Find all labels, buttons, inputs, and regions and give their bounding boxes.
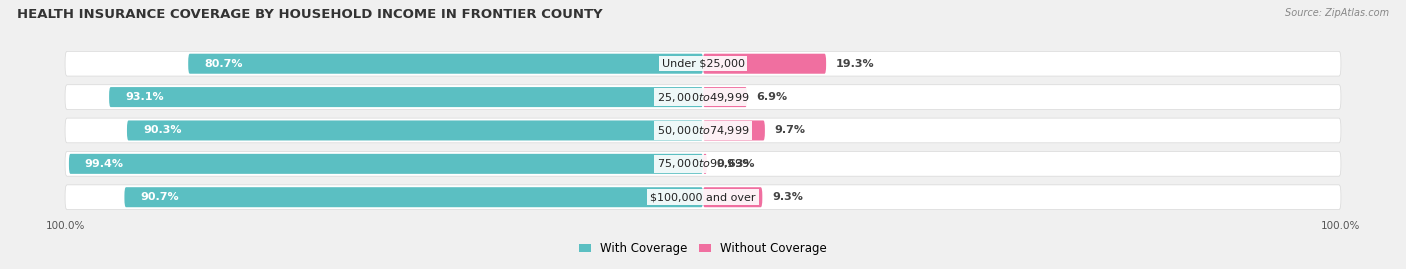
FancyBboxPatch shape bbox=[188, 54, 703, 74]
Text: $50,000 to $74,999: $50,000 to $74,999 bbox=[657, 124, 749, 137]
Text: 9.3%: 9.3% bbox=[772, 192, 803, 202]
Text: 90.7%: 90.7% bbox=[141, 192, 179, 202]
FancyBboxPatch shape bbox=[65, 118, 1341, 143]
Text: 93.1%: 93.1% bbox=[125, 92, 163, 102]
Text: 9.7%: 9.7% bbox=[775, 125, 806, 136]
FancyBboxPatch shape bbox=[65, 51, 1341, 76]
Text: $75,000 to $99,999: $75,000 to $99,999 bbox=[657, 157, 749, 170]
FancyBboxPatch shape bbox=[69, 154, 703, 174]
Legend: With Coverage, Without Coverage: With Coverage, Without Coverage bbox=[574, 237, 832, 260]
Text: 100.0%: 100.0% bbox=[1322, 221, 1361, 231]
Text: 99.4%: 99.4% bbox=[84, 159, 124, 169]
FancyBboxPatch shape bbox=[65, 185, 1341, 210]
FancyBboxPatch shape bbox=[703, 154, 707, 174]
Text: 19.3%: 19.3% bbox=[835, 59, 875, 69]
FancyBboxPatch shape bbox=[124, 187, 703, 207]
Text: $25,000 to $49,999: $25,000 to $49,999 bbox=[657, 91, 749, 104]
FancyBboxPatch shape bbox=[65, 85, 1341, 109]
FancyBboxPatch shape bbox=[110, 87, 703, 107]
FancyBboxPatch shape bbox=[65, 151, 1341, 176]
Text: 80.7%: 80.7% bbox=[204, 59, 243, 69]
FancyBboxPatch shape bbox=[703, 54, 827, 74]
Text: Source: ZipAtlas.com: Source: ZipAtlas.com bbox=[1285, 8, 1389, 18]
Text: $100,000 and over: $100,000 and over bbox=[650, 192, 756, 202]
Text: HEALTH INSURANCE COVERAGE BY HOUSEHOLD INCOME IN FRONTIER COUNTY: HEALTH INSURANCE COVERAGE BY HOUSEHOLD I… bbox=[17, 8, 603, 21]
FancyBboxPatch shape bbox=[703, 87, 747, 107]
Text: 100.0%: 100.0% bbox=[45, 221, 84, 231]
Text: 90.3%: 90.3% bbox=[143, 125, 181, 136]
Text: 6.9%: 6.9% bbox=[756, 92, 787, 102]
FancyBboxPatch shape bbox=[127, 121, 703, 140]
Text: 0.63%: 0.63% bbox=[717, 159, 755, 169]
FancyBboxPatch shape bbox=[703, 121, 765, 140]
FancyBboxPatch shape bbox=[703, 187, 762, 207]
Text: Under $25,000: Under $25,000 bbox=[661, 59, 745, 69]
